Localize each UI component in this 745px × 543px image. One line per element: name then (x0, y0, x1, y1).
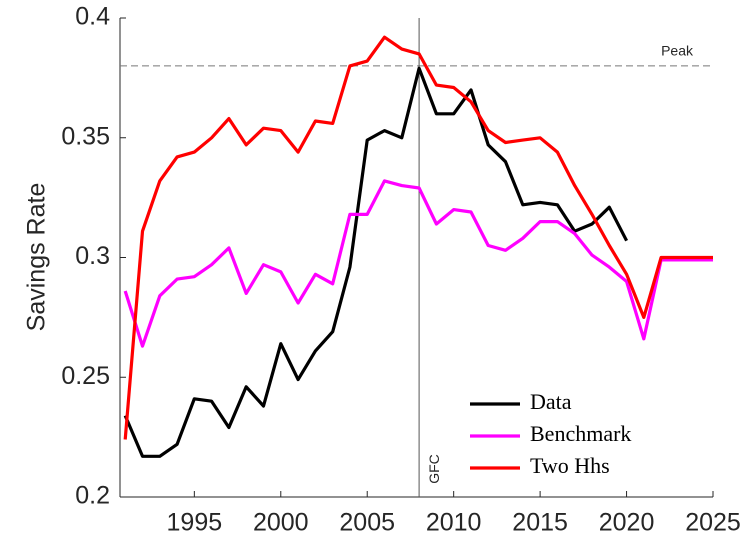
y-tick-label: 0.4 (75, 3, 110, 31)
x-tick-label: 2020 (599, 509, 655, 537)
x-tick-label: 2025 (685, 509, 741, 537)
peak-label: Peak (661, 43, 694, 59)
x-tick-label: 2010 (426, 509, 482, 537)
legend-label: Benchmark (530, 421, 631, 446)
x-tick-label: 2005 (339, 509, 395, 537)
legend-label: Data (530, 389, 572, 414)
series-line (123, 35, 713, 440)
y-axis-label: Savings Rate (23, 183, 51, 332)
y-tick-label: 0.35 (61, 122, 110, 150)
y-tick-label: 0.3 (75, 242, 110, 270)
series-line (123, 66, 629, 458)
x-tick-label: 1995 (167, 509, 223, 537)
y-tick-label: 0.25 (61, 362, 110, 390)
x-tick-label: 2015 (512, 509, 568, 537)
legend-label: Two Hhs (530, 453, 610, 478)
x-tick-label: 2000 (253, 509, 309, 537)
gfc-label: GFC (426, 454, 442, 484)
series-line (123, 179, 713, 348)
y-tick-label: 0.2 (75, 482, 110, 510)
